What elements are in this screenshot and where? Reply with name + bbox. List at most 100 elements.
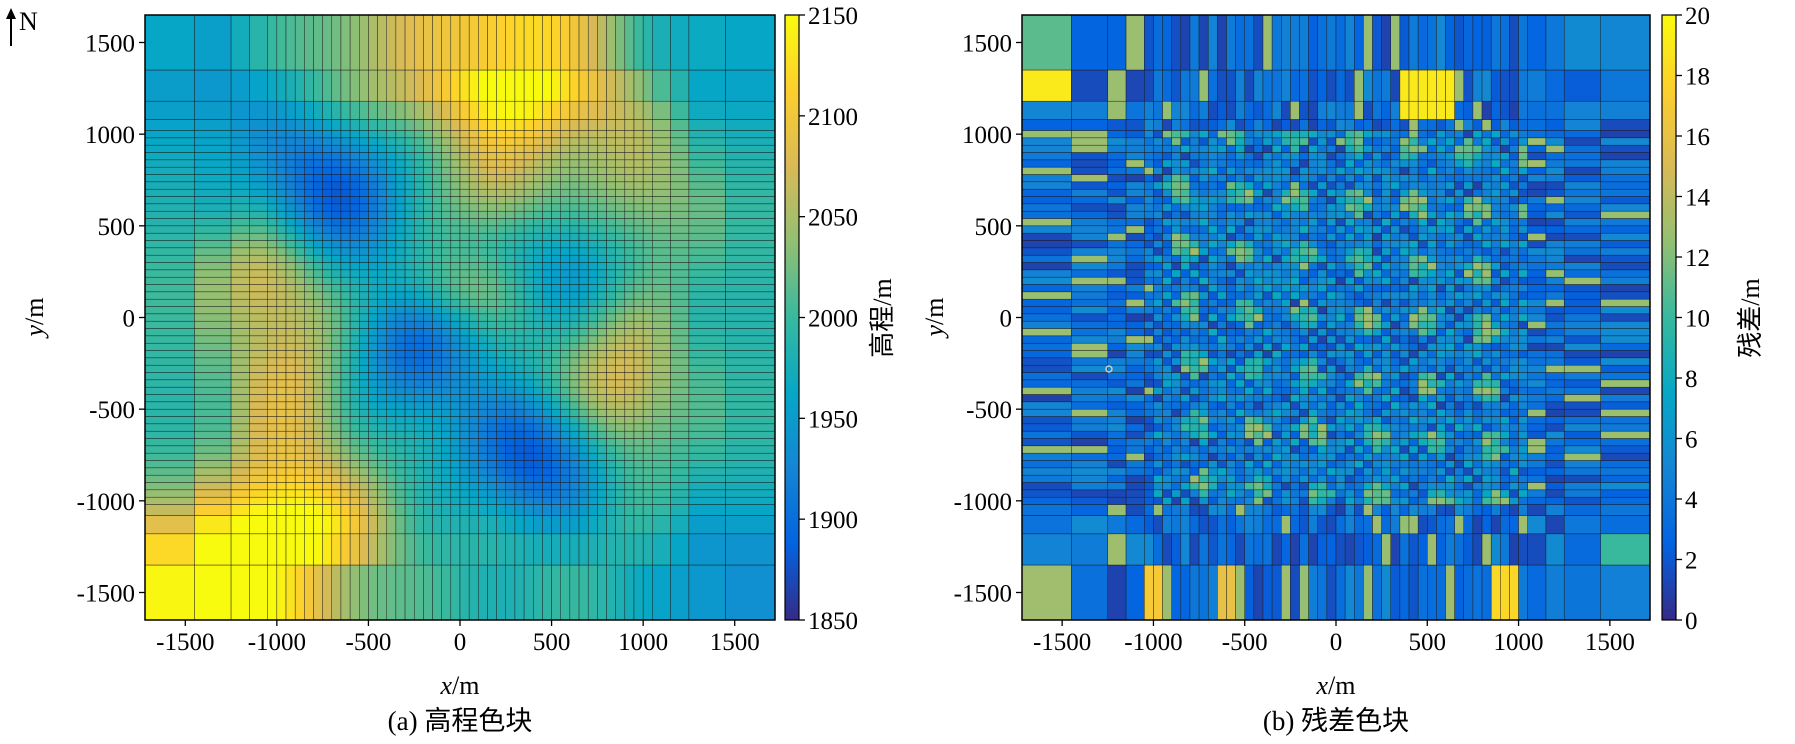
heatmap-cell — [1299, 335, 1309, 344]
heatmap-cell — [642, 372, 653, 381]
heatmap-cell — [1290, 394, 1300, 403]
heatmap-cell — [533, 423, 543, 432]
heatmap-cell — [1399, 119, 1410, 131]
heatmap-cell — [294, 276, 305, 285]
heatmap-cell — [523, 467, 534, 476]
heatmap-cell — [194, 350, 232, 359]
heatmap-cell — [514, 262, 525, 271]
heatmap-cell — [1354, 445, 1364, 454]
heatmap-cell — [349, 276, 360, 285]
heatmap-cell — [313, 430, 323, 439]
heatmap-cell — [267, 119, 278, 131]
heatmap-cell — [551, 269, 561, 278]
heatmap-cell — [404, 467, 415, 476]
heatmap-cell — [652, 342, 671, 351]
heatmap-cell — [340, 496, 351, 505]
heatmap-cell — [1390, 225, 1401, 234]
heatmap-cell — [386, 328, 397, 337]
heatmap-cell — [578, 423, 589, 432]
heatmap-cell — [249, 291, 268, 300]
heatmap-cell — [450, 342, 461, 351]
heatmap-cell — [331, 247, 342, 256]
heatmap-cell — [496, 357, 507, 366]
heatmap-cell — [1381, 372, 1391, 381]
heatmap-cell — [606, 181, 616, 190]
heatmap-cell — [1317, 203, 1328, 212]
heatmap-cell — [514, 130, 525, 139]
heatmap-cell — [1244, 254, 1255, 263]
heatmap-cell — [404, 357, 415, 366]
heatmap-cell — [267, 69, 278, 102]
heatmap-cell — [276, 489, 287, 498]
heatmap-cell — [725, 460, 775, 469]
heatmap-cell — [633, 269, 644, 278]
heatmap-cell — [1290, 188, 1300, 197]
heatmap-cell — [413, 372, 424, 381]
heatmap-cell — [1262, 119, 1273, 131]
heatmap-cell — [368, 152, 378, 161]
heatmap-cell — [1198, 291, 1209, 300]
heatmap-cell — [1308, 152, 1318, 161]
heatmap-cell — [1207, 247, 1218, 256]
heatmap-cell — [578, 533, 589, 566]
heatmap-cell — [1335, 438, 1346, 447]
heatmap-cell — [1153, 445, 1163, 454]
heatmap-cell — [523, 240, 534, 249]
heatmap-cell — [587, 430, 598, 439]
heatmap-cell — [1290, 196, 1300, 205]
heatmap-cell — [606, 298, 616, 307]
heatmap-cell — [533, 533, 543, 566]
heatmap-cell — [1107, 342, 1127, 351]
heatmap-cell — [1189, 445, 1200, 454]
heatmap-cell — [1022, 452, 1072, 461]
heatmap-cell — [606, 262, 616, 271]
heatmap-cell — [1144, 137, 1154, 146]
heatmap-cell — [478, 218, 488, 227]
heatmap-cell — [642, 482, 653, 491]
heatmap-cell — [1253, 100, 1264, 120]
heatmap-cell — [1171, 430, 1182, 439]
heatmap-cell — [1198, 504, 1209, 516]
heatmap-cell — [606, 416, 616, 425]
heatmap-cell — [432, 467, 442, 476]
heatmap-cell — [194, 152, 232, 161]
heatmap-cell — [1198, 15, 1209, 71]
heatmap-cell — [1262, 489, 1273, 498]
heatmap-cell — [267, 166, 278, 175]
heatmap-cell — [1235, 225, 1245, 234]
heatmap-cell — [533, 401, 543, 410]
heatmap-cell — [432, 181, 442, 190]
heatmap-cell — [1326, 240, 1337, 249]
heatmap-cell — [551, 276, 561, 285]
heatmap-cell — [514, 15, 525, 71]
heatmap-cell — [276, 394, 287, 403]
heatmap-cell — [1281, 328, 1291, 337]
heatmap-cell — [1162, 196, 1172, 205]
heatmap-cell — [670, 467, 690, 476]
heatmap-cell — [1372, 408, 1382, 417]
heatmap-cell — [569, 394, 580, 403]
heatmap-cell — [505, 262, 516, 271]
heatmap-cell — [413, 357, 424, 366]
heatmap-cell — [523, 342, 534, 351]
heatmap-cell — [377, 225, 387, 234]
heatmap-cell — [386, 225, 397, 234]
heatmap-cell — [395, 119, 406, 131]
heatmap-cell — [1226, 474, 1236, 483]
heatmap-cell — [249, 430, 268, 439]
heatmap-cell — [688, 335, 726, 344]
heatmap-cell — [276, 482, 287, 491]
heatmap-cell — [1335, 181, 1346, 190]
heatmap-cell — [395, 467, 406, 476]
heatmap-cell — [1022, 445, 1072, 454]
heatmap-cell — [1308, 489, 1318, 498]
heatmap-cell — [1226, 262, 1236, 271]
heatmap-cell — [597, 159, 607, 168]
heatmap-cell — [230, 188, 250, 197]
heatmap-cell — [1344, 269, 1355, 278]
heatmap-cell — [1299, 225, 1309, 234]
heatmap-cell — [1271, 408, 1282, 417]
heatmap-cell — [1262, 276, 1273, 285]
heatmap-cell — [1299, 394, 1309, 403]
heatmap-cell — [1271, 564, 1282, 620]
